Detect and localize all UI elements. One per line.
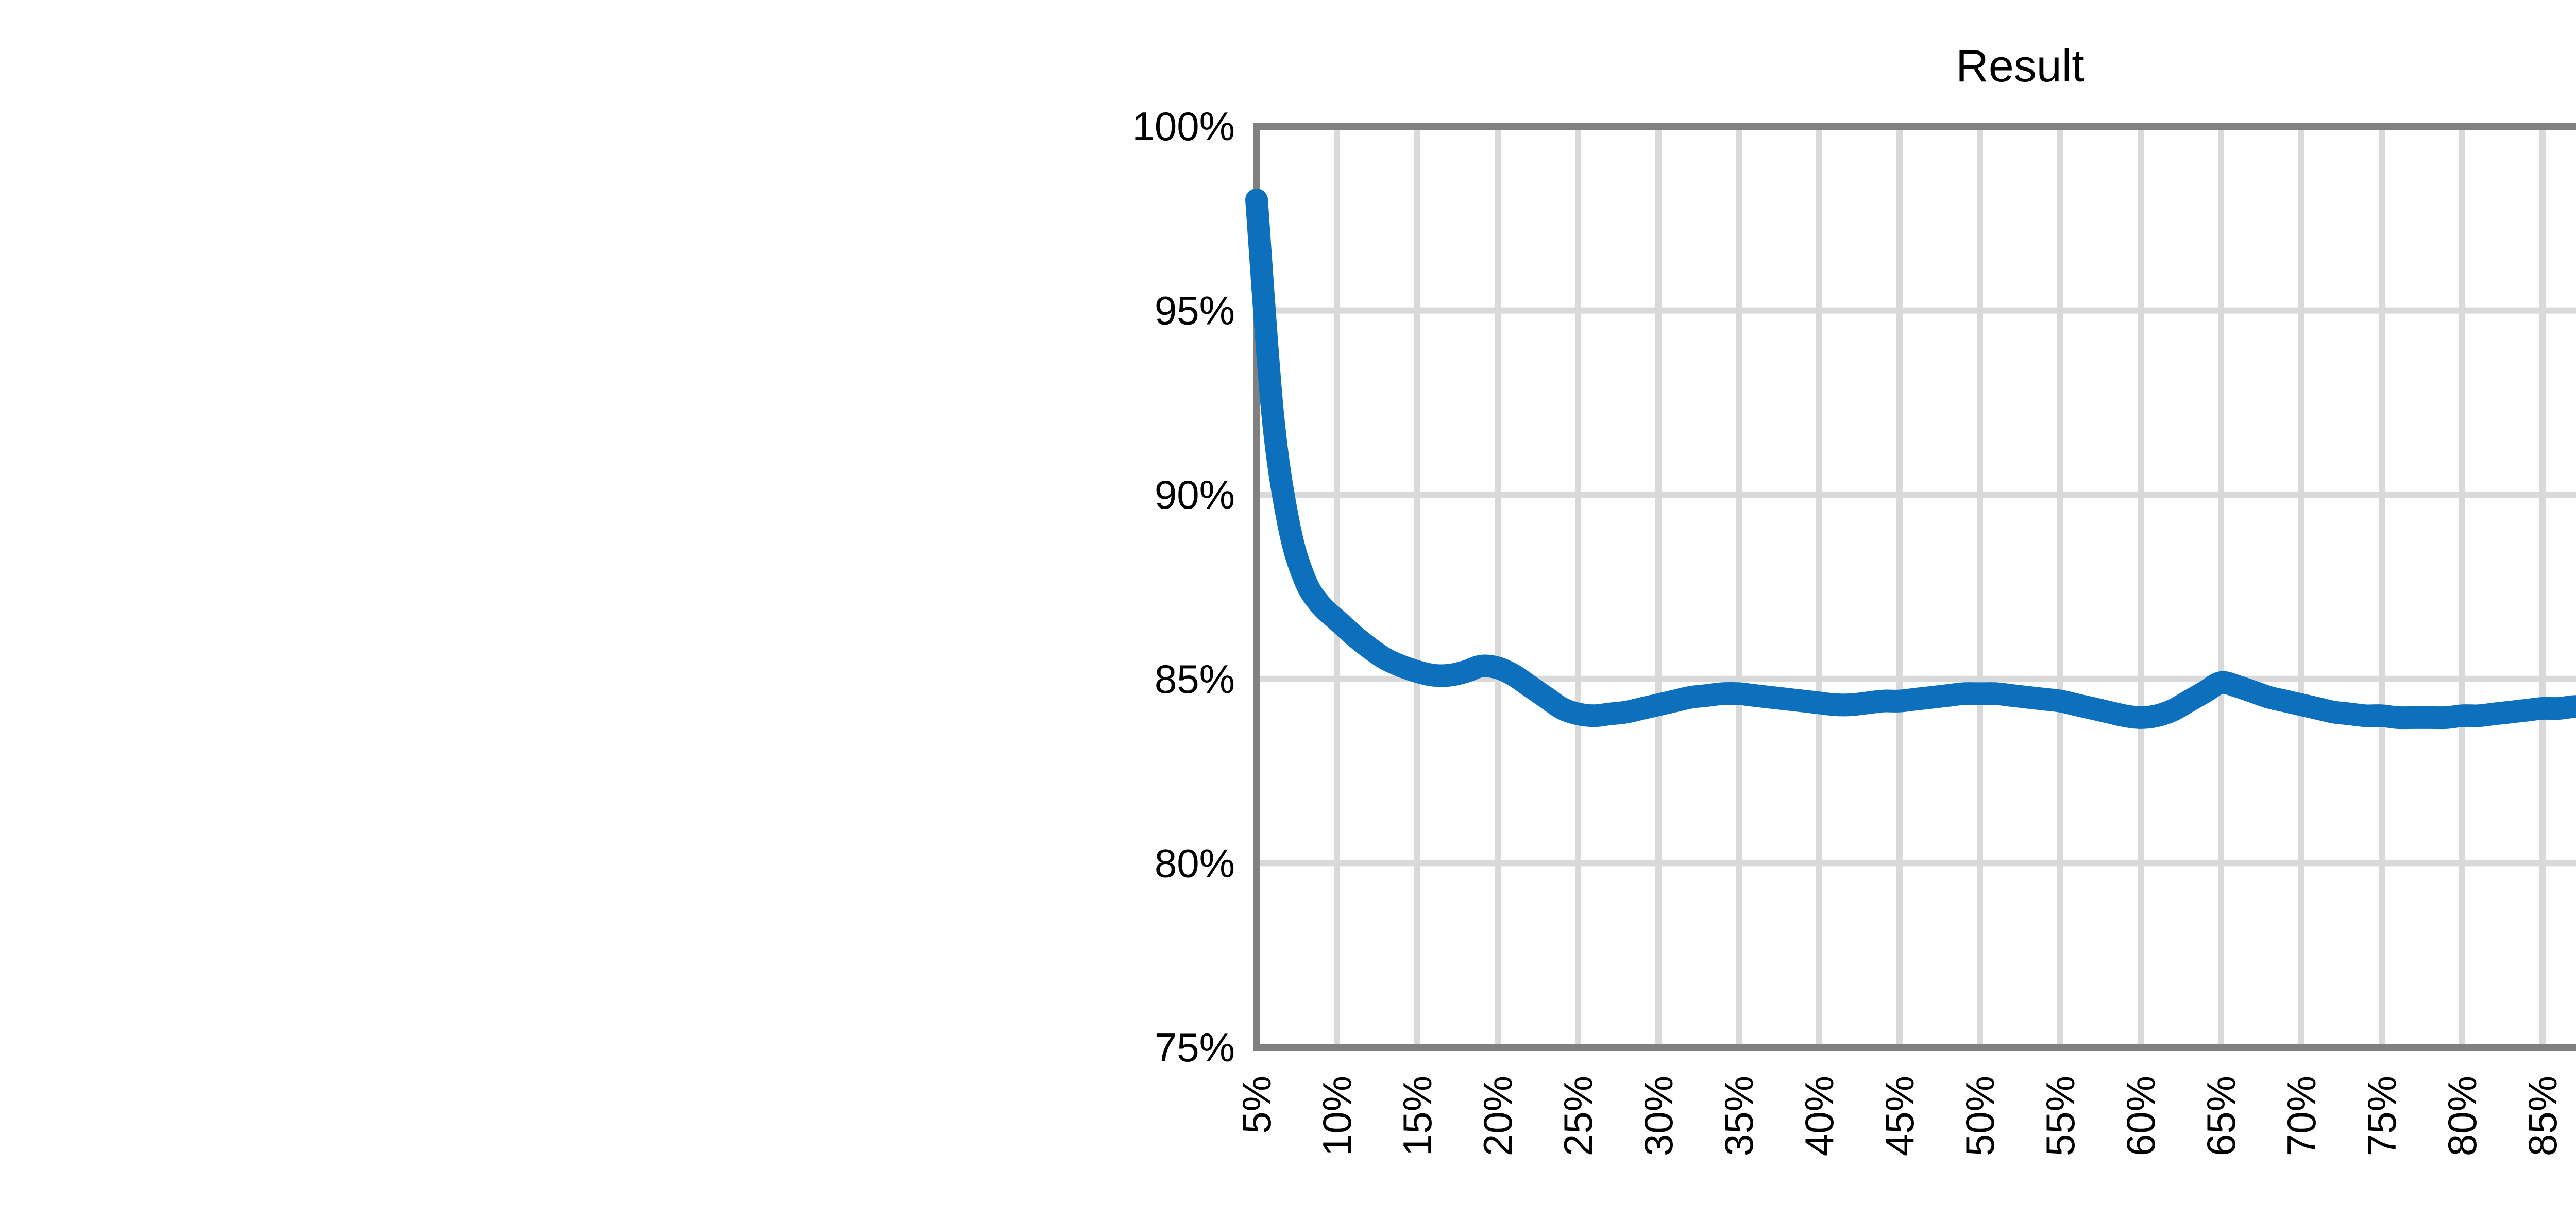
y-tick-label: 75% — [1155, 1025, 1235, 1070]
y-tick-label: 100% — [1132, 104, 1235, 149]
plot-border — [1253, 123, 2576, 1051]
x-tick-label: 65% — [2198, 1076, 2244, 1156]
y-tick-label: 80% — [1155, 840, 1235, 886]
y-tick-label: 90% — [1155, 472, 1235, 517]
x-tick-label: 80% — [2439, 1076, 2485, 1156]
x-tick-label: 5% — [1234, 1076, 1279, 1134]
chart-title: Result — [1956, 40, 2084, 91]
y-tick-label: 85% — [1155, 656, 1235, 702]
x-tick-label: 55% — [2038, 1076, 2083, 1156]
x-axis-labels: 5% 10% 15% 20% 25% 30% 35% 40% 45% 50% 55% 60% 65% 70… — [1234, 1076, 2565, 1156]
y-axis-labels: 100% 95% 90% 85% 80% 75% — [1132, 104, 1235, 1070]
x-tick-label: 50% — [1957, 1076, 2003, 1156]
x-tick-label: 75% — [2359, 1076, 2404, 1156]
x-tick-label: 10% — [1314, 1076, 1360, 1156]
x-tick-label: 20% — [1475, 1076, 1520, 1156]
x-tick-label: 85% — [2520, 1076, 2565, 1156]
x-tick-label: 45% — [1877, 1076, 1922, 1156]
x-tick-label: 60% — [2118, 1076, 2163, 1156]
result-series-line — [1245, 189, 2576, 730]
x-tick-label: 15% — [1395, 1076, 1440, 1156]
x-tick-label: 40% — [1797, 1076, 1842, 1156]
x-tick-label: 30% — [1636, 1076, 1681, 1156]
gridlines — [1257, 126, 2576, 1047]
y-tick-label: 95% — [1155, 288, 1235, 333]
x-tick-label: 70% — [2279, 1076, 2324, 1156]
x-tick-label: 35% — [1716, 1076, 1761, 1156]
x-tick-label: 25% — [1555, 1076, 1601, 1156]
